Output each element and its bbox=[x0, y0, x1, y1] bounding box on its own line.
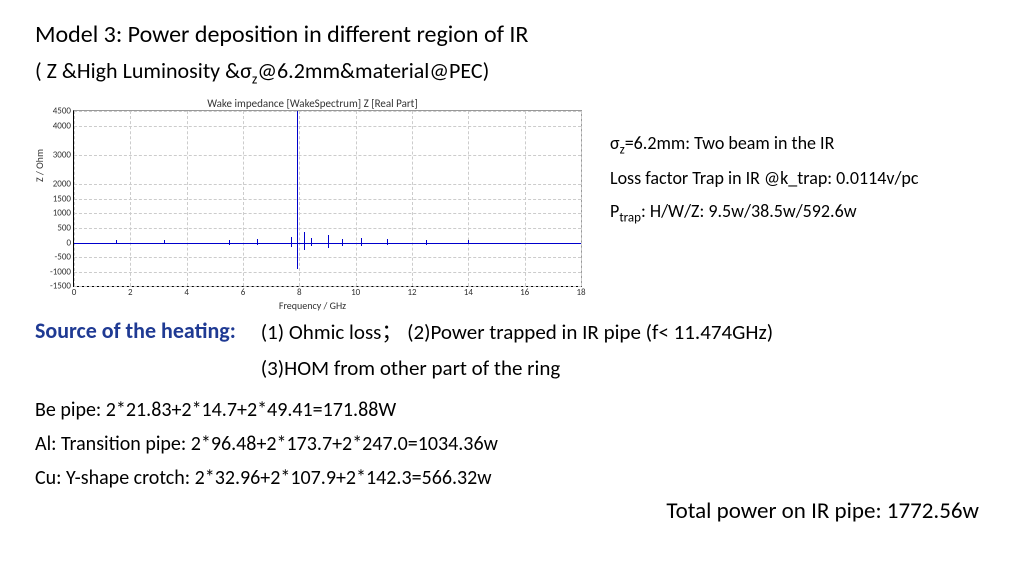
ytick-label: 1500 bbox=[53, 193, 74, 204]
xtick-label: 18 bbox=[576, 286, 585, 298]
page-subtitle: ( Z &High Luminosity &σz@6.2mm&material@… bbox=[35, 57, 989, 87]
xtick-label: 14 bbox=[464, 286, 473, 298]
note1-post: =6.2mm: Two beam in the IR bbox=[625, 132, 835, 154]
xtick-label: 6 bbox=[241, 286, 246, 298]
pipe-be: Be pipe: 2*21.83+2*14.7+2*49.41=171.88W bbox=[35, 393, 989, 427]
chart-title: Wake impedance [WakeSpectrum] Z [Real Pa… bbox=[35, 97, 590, 110]
ytick-label: 4500 bbox=[53, 106, 74, 117]
heating-item-2: (3)HOM from other part of the ring bbox=[261, 351, 773, 387]
note3-pre: P bbox=[610, 200, 619, 222]
xtick-label: 2 bbox=[128, 286, 133, 298]
heating-item-1: (1) Ohmic loss； (2)Power trapped in IR p… bbox=[261, 315, 773, 351]
ytick-label: 1000 bbox=[53, 208, 74, 219]
subtitle-prefix: ( Z &High Luminosity &σ bbox=[35, 57, 252, 84]
xtick-label: 10 bbox=[351, 286, 360, 298]
note-line-2: Loss factor Trap in IR @k_trap: 0.0114v/… bbox=[610, 162, 918, 194]
note3-post: : H/W/Z: 9.5w/38.5w/592.6w bbox=[641, 200, 857, 222]
total-power: Total power on IR pipe: 1772.56w bbox=[35, 497, 989, 525]
page-title: Model 3: Power deposition in different r… bbox=[35, 20, 989, 49]
heating-label: Source of the heating: bbox=[35, 315, 236, 344]
ytick-label: -1000 bbox=[50, 266, 74, 277]
xtick-label: 12 bbox=[407, 286, 416, 298]
xtick-label: 16 bbox=[520, 286, 529, 298]
chart-ylabel: Z / Ohm bbox=[33, 149, 46, 182]
xtick-label: 0 bbox=[72, 286, 77, 298]
ytick-label: 500 bbox=[57, 223, 74, 234]
ytick-label: 3000 bbox=[53, 150, 74, 161]
wake-impedance-chart: Wake impedance [WakeSpectrum] Z [Real Pa… bbox=[35, 97, 590, 307]
pipe-cu: Cu: Y-shape crotch: 2*32.96+2*107.9+2*14… bbox=[35, 461, 989, 495]
ytick-label: 4000 bbox=[53, 120, 74, 131]
xtick-label: 8 bbox=[297, 286, 302, 298]
chart-xlabel: Frequency / GHz bbox=[35, 299, 590, 312]
note1-pre: σ bbox=[610, 132, 620, 154]
ytick-label: -1500 bbox=[50, 281, 74, 292]
side-notes: σz=6.2mm: Two beam in the IR Loss factor… bbox=[610, 97, 918, 229]
subtitle-suffix: @6.2mm&material@PEC) bbox=[257, 57, 489, 84]
note3-sub: trap bbox=[619, 210, 641, 225]
ytick-label: -500 bbox=[55, 252, 74, 263]
note-line-1: σz=6.2mm: Two beam in the IR bbox=[610, 127, 918, 162]
pipe-al: Al: Transition pipe: 2*96.48+2*173.7+2*2… bbox=[35, 427, 989, 461]
note-line-3: Ptrap: H/W/Z: 9.5w/38.5w/592.6w bbox=[610, 195, 918, 230]
ytick-label: 0 bbox=[66, 237, 74, 248]
ytick-label: 2000 bbox=[53, 179, 74, 190]
xtick-label: 4 bbox=[184, 286, 189, 298]
